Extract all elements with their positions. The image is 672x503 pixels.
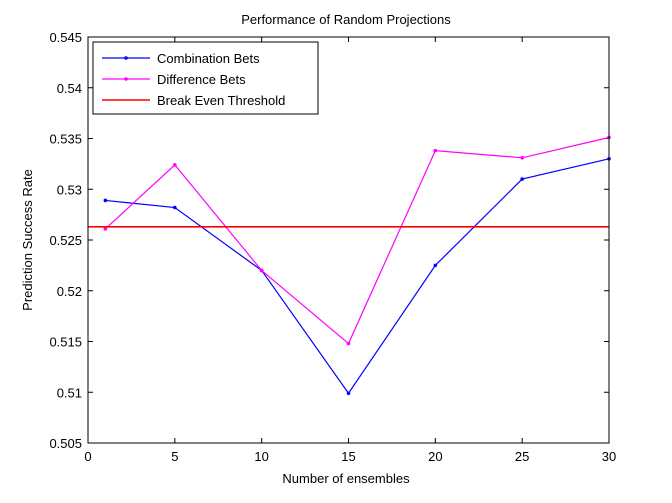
y-tick-label: 0.525 (49, 233, 82, 248)
data-point-combination-bets (520, 177, 524, 181)
legend-marker-combination-bets (124, 56, 128, 60)
x-tick-label: 30 (602, 449, 616, 464)
y-tick-label: 0.535 (49, 132, 82, 147)
x-tick-label: 15 (341, 449, 355, 464)
legend-label-difference-bets: Difference Bets (157, 72, 246, 87)
data-point-difference-bets (173, 163, 177, 167)
data-point-difference-bets (259, 268, 264, 273)
x-tick-label: 20 (428, 449, 442, 464)
data-point-combination-bets (103, 198, 108, 203)
axis-ticks: 0 5 10 15 20 25 30 0.505 0.51 0.515 0.52 0.525 0.53 0… (49, 30, 616, 464)
legend-label-break-even-threshold: Break Even Threshold (157, 93, 285, 108)
y-tick-label: 0.51 (57, 385, 82, 400)
data-point-difference-bets (346, 341, 351, 346)
y-tick-label: 0.54 (57, 81, 82, 96)
legend: Combination Bets Difference Bets Break Eve… (92, 41, 319, 115)
x-tick-label: 0 (84, 449, 91, 464)
y-axis-label: Prediction Success Rate (20, 169, 35, 311)
y-tick-label: 0.505 (49, 436, 82, 451)
plot-frame (87, 36, 610, 444)
legend-label-combination-bets: Combination Bets (157, 51, 260, 66)
data-point-combination-bets (346, 391, 351, 396)
y-tick-label: 0.545 (49, 30, 82, 45)
data-point-difference-bets (520, 155, 524, 160)
x-axis-label: Number of ensembles (282, 471, 410, 486)
y-tick-label: 0.515 (49, 335, 82, 350)
x-tick-label: 5 (171, 449, 178, 464)
data-point-difference-bets (103, 227, 108, 231)
y-tick-label: 0.52 (57, 284, 82, 299)
legend-box (92, 41, 319, 115)
legend-marker-difference-bets (124, 77, 128, 81)
data-point-difference-bets (433, 148, 438, 153)
data-point-combination-bets (173, 205, 177, 210)
chart-title: Performance of Random Projections (241, 12, 451, 27)
data-point-combination-bets (433, 263, 438, 268)
series-layer (88, 135, 611, 396)
x-tick-label: 25 (515, 449, 529, 464)
y-tick-label: 0.53 (57, 182, 82, 197)
x-tick-label: 10 (254, 449, 268, 464)
